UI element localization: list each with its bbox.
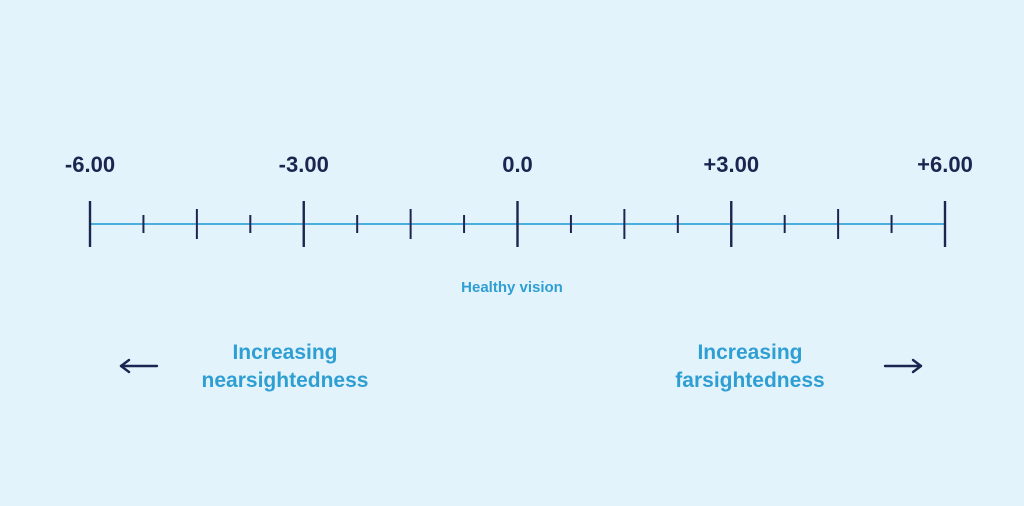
- arrow-right-icon: [883, 358, 923, 374]
- tick-label: -6.00: [65, 152, 115, 177]
- ticks-group: [88, 201, 947, 247]
- tick-labels-group: -6.00 -3.00 0.0 +3.00 +6.00: [65, 152, 973, 177]
- nearsightedness-line1: Increasing: [232, 341, 338, 364]
- farsightedness-caption: Increasing farsightedness: [655, 339, 845, 395]
- tick-label: +3.00: [703, 152, 759, 177]
- arrow-left-icon: [119, 358, 159, 374]
- healthy-vision-label: Healthy vision: [461, 279, 563, 296]
- tick-label: -3.00: [279, 152, 329, 177]
- nearsightedness-caption: Increasing nearsightedness: [180, 339, 390, 395]
- tick-label: +6.00: [917, 152, 973, 177]
- tick-label: 0.0: [502, 152, 533, 177]
- nearsightedness-line2: nearsightedness: [201, 369, 369, 392]
- farsightedness-line2: farsightedness: [675, 369, 825, 392]
- farsightedness-line1: Increasing: [697, 341, 803, 364]
